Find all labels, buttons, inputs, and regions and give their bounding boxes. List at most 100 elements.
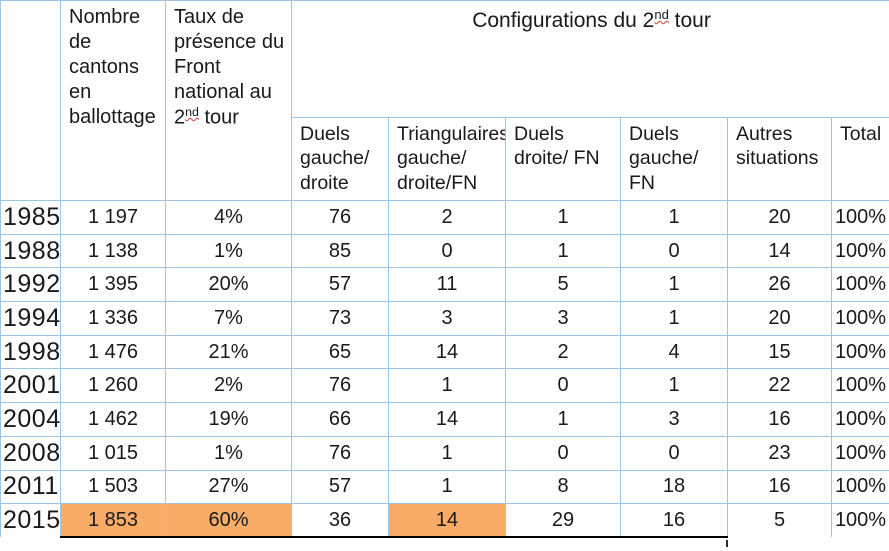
subheader-autres-situations: Autres situations [727, 117, 832, 201]
year-cell: 1992 [0, 267, 61, 303]
data-cell: 100% [830, 301, 889, 336]
data-cell: 0 [505, 368, 621, 404]
data-cell: 22 [727, 368, 832, 404]
data-cell: 14 [388, 334, 506, 370]
data-cell: 0 [388, 233, 506, 269]
data-cell: 57 [291, 469, 389, 505]
data-cell: 100% [830, 267, 889, 303]
column-header-nombre: Nombre de cantons en ballottage [60, 0, 166, 201]
taux-superscript: nd [185, 105, 199, 119]
data-cell: 100% [830, 402, 889, 437]
data-cell: 1 395 [60, 267, 166, 303]
data-cell: 100% [830, 200, 889, 235]
data-cell: 14 [388, 503, 506, 539]
table-body: 1985 1 197 4% 76 2 1 1 20 100% 1988 1 138 1% 85 0 1 0 14… [0, 200, 889, 539]
data-cell: 29 [505, 503, 621, 539]
table-row: 1985 1 197 4% 76 2 1 1 20 100% [0, 200, 889, 235]
year-cell: 2011 [0, 469, 61, 505]
data-cell: 1 [505, 402, 621, 437]
data-cell: 1% [165, 233, 292, 269]
data-cell: 1 [620, 301, 728, 336]
table-row: 2001 1 260 2% 76 1 0 1 22 100% [0, 368, 889, 404]
data-cell: 3 [505, 301, 621, 336]
table-header: Nombre de cantons en ballottage Taux de … [0, 0, 889, 201]
data-cell: 2 [388, 200, 506, 235]
data-cell: 16 [620, 503, 728, 539]
year-cell: 2015 [0, 503, 61, 538]
data-cell: 23 [727, 435, 832, 471]
year-cell: 2008 [0, 435, 61, 471]
data-cell: 100% [830, 435, 889, 471]
data-cell: 0 [505, 435, 621, 471]
subheader-duels-droite-fn: Duels droite/ FN [505, 117, 621, 201]
table-row: 1988 1 138 1% 85 0 1 0 14 100% [0, 233, 889, 269]
data-cell: 16 [727, 469, 832, 505]
data-cell: 1 336 [60, 301, 166, 336]
data-cell: 1 260 [60, 368, 166, 404]
header-row-groups: Nombre de cantons en ballottage Taux de … [0, 0, 889, 201]
data-cell: 4 [620, 334, 728, 370]
data-cell: 100% [830, 233, 889, 269]
data-cell: 100% [830, 334, 889, 370]
stray-cursor-mark [726, 540, 728, 547]
data-cell: 76 [291, 200, 389, 235]
data-cell: 20% [165, 267, 292, 303]
data-cell: 1 [620, 267, 728, 303]
taux-text-suffix: tour [198, 106, 239, 129]
table-row: 2004 1 462 19% 66 14 1 3 16 100% [0, 402, 889, 437]
data-cell: 1 [620, 368, 728, 404]
table-row: 2015 1 853 60% 36 14 29 16 5 100% [0, 503, 889, 539]
data-cell: 73 [291, 301, 389, 336]
data-cell: 1 197 [60, 200, 166, 235]
year-cell: 1998 [0, 334, 61, 370]
data-cell: 27% [165, 469, 292, 505]
data-cell: 1 [620, 200, 728, 235]
year-cell: 2001 [0, 368, 61, 404]
config-text-suffix: tour [668, 9, 711, 32]
data-cell: 8 [505, 469, 621, 505]
subheader-duels-gauche-droite: Duels gauche/ droite [291, 117, 389, 201]
election-results-table: Nombre de cantons en ballottage Taux de … [0, 0, 889, 539]
table-row: 2011 1 503 27% 57 1 8 18 16 100% [0, 469, 889, 505]
data-cell: 20 [727, 301, 832, 336]
data-cell: 1 [388, 435, 506, 471]
data-cell: 26 [727, 267, 832, 303]
data-cell: 2% [165, 368, 292, 404]
data-cell: 36 [291, 503, 389, 539]
subheader-triangulaires: Triangulaires gauche/ droite/FN [388, 117, 506, 201]
data-cell: 100% [830, 368, 889, 404]
data-cell: 1 853 [60, 503, 166, 539]
year-cell: 1994 [0, 301, 61, 336]
data-cell: 3 [620, 402, 728, 437]
data-cell: 100% [830, 503, 889, 538]
data-cell: 16 [727, 402, 832, 437]
data-cell: 1 015 [60, 435, 166, 471]
data-cell: 1 [505, 200, 621, 235]
data-cell: 3 [388, 301, 506, 336]
data-cell: 1% [165, 435, 292, 471]
data-cell: 14 [727, 233, 832, 269]
subheader-duels-gauche-fn: Duels gauche/ FN [620, 117, 728, 201]
data-cell: 57 [291, 267, 389, 303]
table-row: 1992 1 395 20% 57 11 5 1 26 100% [0, 267, 889, 303]
data-cell: 85 [291, 233, 389, 269]
data-cell: 18 [620, 469, 728, 505]
column-header-taux: Taux de présence du Front national au 2n… [165, 0, 292, 201]
taux-text: Taux de présence du Front national au 2 [174, 6, 285, 129]
data-cell: 20 [727, 200, 832, 235]
data-cell: 1 [388, 469, 506, 505]
data-cell: 76 [291, 435, 389, 471]
header-row-subcolumns: Duels gauche/ droite Triangulaires gauch… [1, 117, 889, 201]
corner-cell [0, 0, 61, 201]
table-row: 2008 1 015 1% 76 1 0 0 23 100% [0, 435, 889, 471]
data-cell: 11 [388, 267, 506, 303]
data-cell: 60% [165, 503, 292, 539]
data-cell: 1 [505, 233, 621, 269]
data-cell: 100% [830, 469, 889, 505]
year-cell: 2004 [0, 402, 61, 437]
data-cell: 1 503 [60, 469, 166, 505]
data-cell: 76 [291, 368, 389, 404]
year-cell: 1988 [0, 233, 61, 269]
data-cell: 2 [505, 334, 621, 370]
